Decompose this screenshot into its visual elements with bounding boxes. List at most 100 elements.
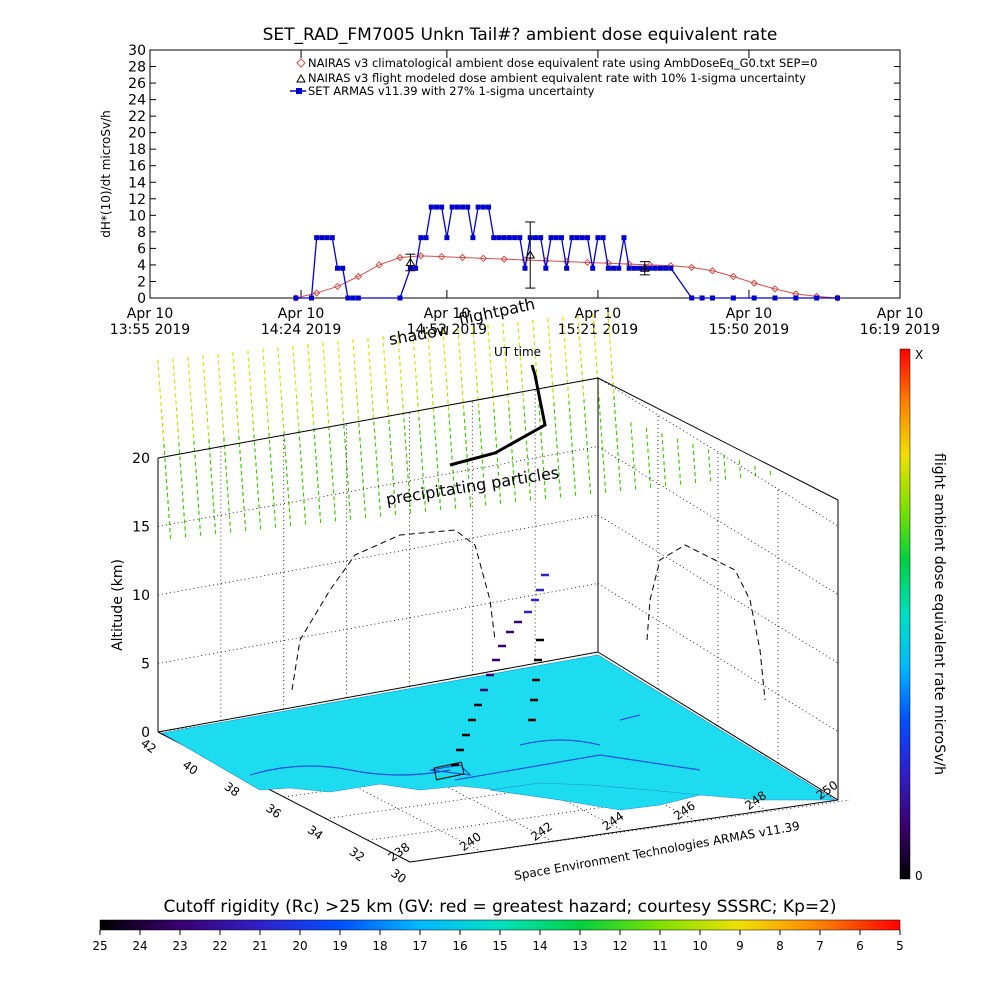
cutoff-tick-label: 22 bbox=[212, 939, 227, 953]
armas-point bbox=[397, 295, 403, 301]
y-tick-label: 0 bbox=[137, 291, 146, 307]
x-tick-date: Apr 10 bbox=[726, 306, 772, 322]
y-tick-label: 18 bbox=[128, 142, 146, 158]
cutoff-tick-label: 5 bbox=[896, 939, 904, 953]
armas-point bbox=[480, 204, 486, 210]
armas-point bbox=[657, 265, 663, 271]
cutoff-tick-label: 6 bbox=[856, 939, 864, 953]
map-coast bbox=[489, 782, 701, 811]
armas-point bbox=[605, 265, 611, 271]
legend-entry-armas: SET ARMAS v11.39 with 27% 1-sigma uncert… bbox=[290, 84, 595, 98]
annotation-credit: Space Environment Technologies ARMAS v11… bbox=[513, 819, 801, 883]
armas-point bbox=[564, 265, 570, 271]
x-tick-date: Apr 10 bbox=[877, 306, 923, 322]
armas-point bbox=[319, 235, 325, 241]
colorbar-bottom-label: 0 bbox=[915, 869, 923, 883]
nairas-clim-point bbox=[458, 253, 467, 262]
nairas-clim-point bbox=[437, 252, 446, 261]
cutoff-tick-label: 9 bbox=[736, 939, 744, 953]
armas-point bbox=[835, 295, 840, 301]
armas-point bbox=[532, 235, 538, 241]
plot-frame bbox=[149, 49, 901, 299]
armas-point bbox=[512, 235, 518, 241]
lat-tick-label: 30 bbox=[388, 866, 409, 886]
precipitation-particles bbox=[157, 312, 772, 539]
armas-point bbox=[574, 235, 580, 241]
armas-point bbox=[647, 265, 653, 271]
nairas-clim-point bbox=[771, 285, 779, 293]
z-tick-label: 20 bbox=[132, 451, 150, 467]
armas-point bbox=[710, 295, 715, 301]
armas-point bbox=[522, 265, 528, 271]
armas-point bbox=[293, 295, 299, 301]
cutoff-tick-label: 11 bbox=[652, 939, 667, 953]
nairas-clim-point bbox=[396, 253, 404, 262]
colorbar-label: flight ambient dose equivalent rate micr… bbox=[931, 453, 947, 775]
cutoff-tick-label: 14 bbox=[532, 939, 547, 953]
lon-tick-label: 240 bbox=[457, 830, 484, 855]
legend-entry-nairas-flight: NAIRAS v3 flight modeled dose ambient eq… bbox=[296, 71, 806, 85]
cutoff-tick-label: 19 bbox=[332, 939, 347, 953]
colorbar-vertical: X 0 flight ambient dose equivalent rate … bbox=[899, 348, 947, 883]
legend-label-nairas-clim: NAIRAS v3 climatological ambient dose eq… bbox=[308, 56, 817, 70]
armas-point bbox=[491, 235, 497, 241]
y-tick-label: 20 bbox=[128, 126, 146, 142]
y-tick-label: 12 bbox=[128, 192, 146, 208]
armas-point bbox=[668, 265, 674, 271]
armas-point bbox=[814, 295, 820, 301]
armas-point bbox=[324, 235, 330, 241]
x-tick-time: 15:21 2019 bbox=[558, 322, 638, 338]
shadow-curve-left bbox=[291, 529, 496, 691]
cutoff-tick-label: 7 bbox=[816, 939, 824, 953]
nairas-flight-point bbox=[405, 257, 416, 266]
cutoff-tick-label: 16 bbox=[452, 939, 467, 953]
armas-point bbox=[350, 295, 356, 301]
armas-point bbox=[423, 235, 429, 241]
series-nairas-clim-line bbox=[295, 255, 838, 299]
armas-point bbox=[449, 204, 455, 210]
flight-path-lower bbox=[451, 573, 549, 767]
nairas-clim-point bbox=[479, 254, 488, 263]
armas-point bbox=[611, 265, 617, 271]
cutoff-ticks: 25 24 23 22 21 20 19 18 17 16 15 14 13 12 11 10 9 8 7 6 5 bbox=[92, 930, 904, 953]
y-tick-label: 8 bbox=[137, 225, 146, 241]
armas-point bbox=[418, 235, 424, 241]
y-tick-label: 26 bbox=[128, 76, 146, 92]
lon-tick-label: 242 bbox=[528, 819, 555, 844]
nairas-clim-point bbox=[417, 252, 425, 260]
armas-point bbox=[699, 295, 705, 301]
armas-point bbox=[439, 204, 445, 210]
armas-point bbox=[335, 265, 340, 271]
cutoff-tick-label: 21 bbox=[252, 939, 267, 953]
armas-point bbox=[585, 235, 590, 241]
armas-point bbox=[501, 235, 507, 241]
armas-point bbox=[548, 235, 554, 241]
nairas-flight-point bbox=[639, 263, 650, 272]
nairas-clim-point bbox=[354, 272, 363, 281]
armas-point bbox=[621, 235, 627, 241]
legend-entry-nairas-clim: NAIRAS v3 climatological ambient dose eq… bbox=[296, 56, 817, 70]
cutoff-tick-label: 24 bbox=[132, 939, 147, 953]
armas-point bbox=[454, 204, 460, 210]
z-tick-label: 5 bbox=[141, 657, 150, 673]
armas-point bbox=[355, 295, 361, 301]
armas-point bbox=[433, 204, 439, 210]
armas-point bbox=[413, 265, 419, 271]
nairas-clim-point bbox=[708, 267, 717, 275]
x-tick-date: Apr 10 bbox=[278, 306, 324, 322]
nairas-clim-point bbox=[687, 263, 696, 272]
y-tick-label: 4 bbox=[137, 258, 146, 274]
legend-label-nairas-flight: NAIRAS v3 flight modeled dose ambient eq… bbox=[308, 71, 806, 85]
armas-point bbox=[663, 265, 669, 271]
z-axis-ticks: 0 5 10 15 20 bbox=[132, 451, 150, 741]
nairas-clim-point bbox=[333, 282, 342, 291]
y-tick-label: 30 bbox=[128, 43, 146, 59]
x-tick-time: 13:55 2019 bbox=[110, 322, 190, 338]
z-tick-label: 10 bbox=[132, 588, 150, 604]
armas-point bbox=[538, 235, 544, 241]
armas-point bbox=[496, 235, 502, 241]
y-tick-label: 22 bbox=[128, 109, 146, 125]
nairas-clim-point bbox=[375, 261, 383, 269]
